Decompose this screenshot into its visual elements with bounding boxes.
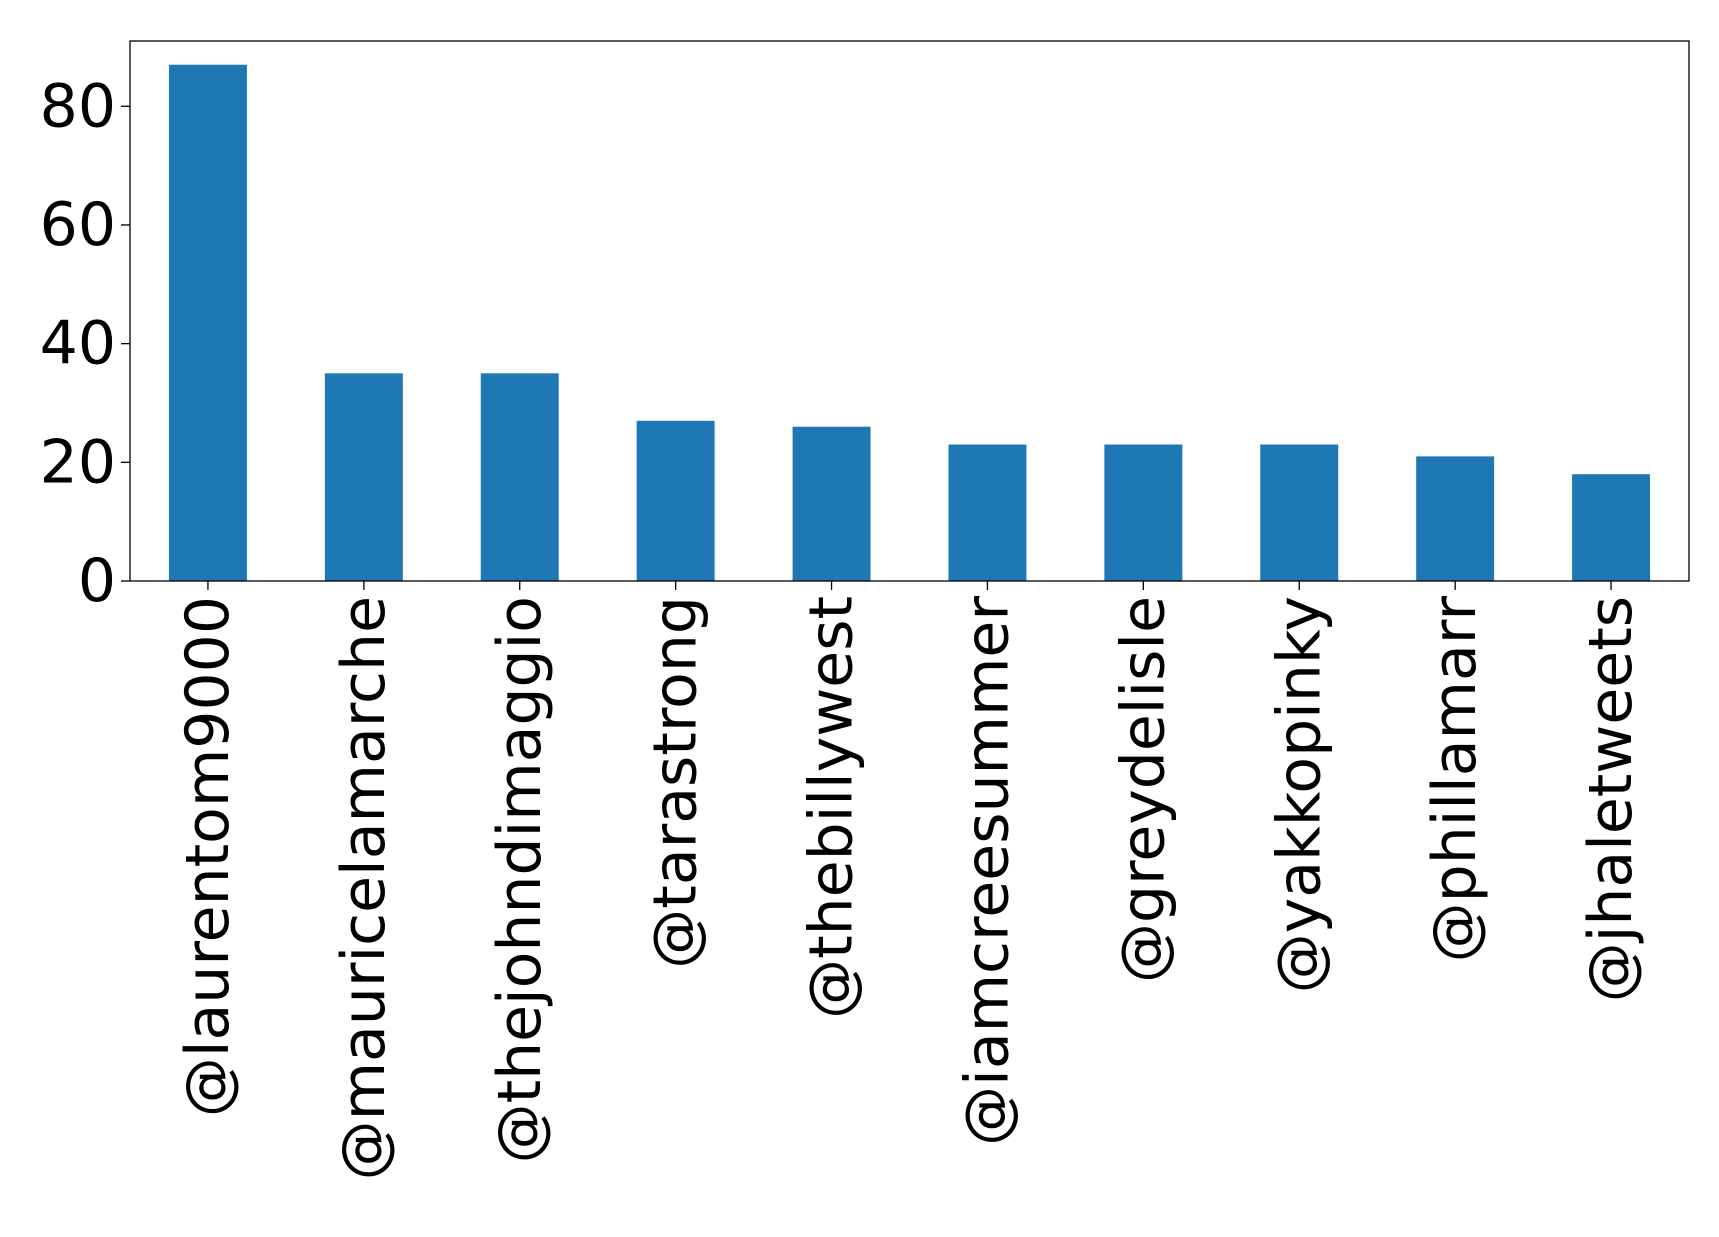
x-tick-label: @yakkopinky — [1264, 596, 1334, 993]
y-axis: 0 20 40 60 80 — [40, 71, 130, 616]
x-tick-label: @laurentom9000 — [173, 596, 243, 1117]
bar — [948, 444, 1027, 581]
x-tick-label: @phillamarr — [1420, 596, 1490, 963]
x-tick-label: @jhaletweets — [1576, 596, 1646, 1002]
y-tick-label: 60 — [40, 190, 116, 260]
x-tick-label: @thebillywest — [797, 596, 867, 1019]
x-tick-label: @thejohndimaggio — [485, 596, 555, 1163]
y-tick-label: 40 — [40, 309, 116, 379]
x-tick-label: @mauricelamarche — [329, 596, 399, 1180]
bars — [168, 64, 1651, 582]
x-tick-label: @iamcreesummer — [952, 596, 1022, 1146]
x-tick-label: @greydelisle — [1108, 596, 1178, 983]
x-tick-label: @tarastrong — [641, 596, 711, 969]
bar — [1572, 474, 1651, 581]
bar — [324, 373, 403, 581]
y-tick-label: 0 — [78, 546, 116, 616]
bar — [480, 373, 559, 581]
bar — [1104, 444, 1183, 581]
bar — [636, 420, 715, 581]
plot-area-frame — [129, 40, 1690, 582]
y-tick-label: 20 — [40, 427, 116, 497]
bar — [792, 426, 871, 581]
bar — [1416, 456, 1495, 581]
bar — [168, 64, 247, 582]
x-axis: @laurentom9000 @mauricelamarche @thejohndi… — [173, 581, 1646, 1180]
bar — [1260, 444, 1339, 581]
y-tick-label: 80 — [40, 71, 116, 141]
